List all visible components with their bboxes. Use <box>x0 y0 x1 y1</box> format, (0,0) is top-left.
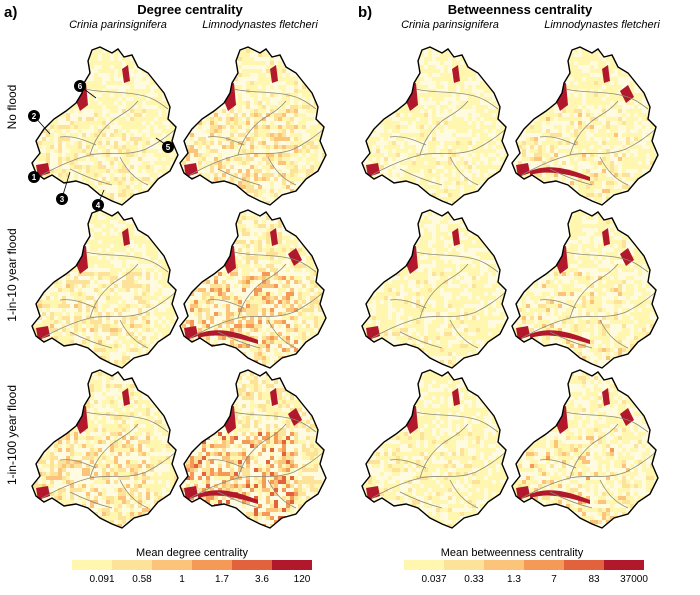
catchment-map-4 <box>511 46 659 206</box>
site-marker-6: 6 <box>74 80 86 92</box>
legend-swatch <box>524 560 564 570</box>
legend-degree-title: Mean degree centrality <box>136 547 248 559</box>
legend-swatch <box>604 560 644 570</box>
legend-swatch <box>444 560 484 570</box>
catchment-map-2 <box>179 46 327 206</box>
legend-swatch <box>72 560 112 570</box>
legend-swatch <box>484 560 524 570</box>
legend-swatch <box>192 560 232 570</box>
legend-tick-label: 3.6 <box>255 574 269 585</box>
site-marker-layer: 1 2 3 4 5 6 <box>28 80 174 211</box>
legend-swatch <box>112 560 152 570</box>
catchment-map-5 <box>31 209 179 369</box>
legend-swatch <box>152 560 192 570</box>
legend-degree-bar <box>72 560 312 570</box>
catchment-map-12 <box>511 369 659 529</box>
legend-tick-label: 1 <box>179 574 185 585</box>
catchment-map-8 <box>511 209 659 369</box>
catchment-map-3 <box>361 46 509 206</box>
catchment-map-11 <box>361 369 509 529</box>
site-marker-3: 3 <box>56 193 68 205</box>
catchment-map-9 <box>31 369 179 529</box>
species-label-a1: Crinia parinsignifera <box>69 19 167 31</box>
catchment-map-1 <box>31 46 179 206</box>
legend-tick-label: 7 <box>551 574 557 585</box>
legend-tick-label: 0.33 <box>464 574 484 585</box>
panel-b-title: Betweenness centrality <box>447 2 593 17</box>
legend-tick-label: 83 <box>588 574 600 585</box>
species-label-b1: Crinia parinsignifera <box>401 19 499 31</box>
legend-tick-label: 0.037 <box>421 574 447 585</box>
legend-swatch <box>232 560 272 570</box>
legend-tick-label: 120 <box>293 574 311 585</box>
legend-swatch <box>564 560 604 570</box>
panel-a-letter: a) <box>4 4 18 21</box>
site-marker-1: 1 <box>28 171 40 183</box>
legend-tick-label: 37000 <box>620 574 648 585</box>
species-label-a2: Limnodynastes fletcheri <box>202 19 318 31</box>
panel-a-title: Degree centrality <box>137 2 243 17</box>
legend-tick-label: 0.091 <box>89 574 115 585</box>
panel-b-letter: b) <box>358 4 373 21</box>
legend-swatch <box>272 560 312 570</box>
catchment-map-7 <box>361 209 509 369</box>
catchment-map-10 <box>179 369 327 529</box>
legend-swatch <box>404 560 444 570</box>
site-marker-5: 5 <box>162 141 174 153</box>
legend-tick-label: 1.3 <box>507 574 521 585</box>
catchment-map-6 <box>179 209 327 369</box>
legend-tick-label: 1.7 <box>215 574 229 585</box>
site-marker-4: 4 <box>92 199 104 211</box>
row-label-10yr: 1-in-10 year flood <box>5 228 19 322</box>
row-label-100yr: 1-in-100 year flood <box>5 384 19 486</box>
legend-tick-label: 0.58 <box>132 574 152 585</box>
legend-betweenness-title: Mean betweenness centrality <box>440 547 584 559</box>
site-marker-2: 2 <box>28 110 40 122</box>
species-label-b2: Limnodynastes fletcheri <box>544 19 660 31</box>
legend-betweenness-bar <box>404 560 644 570</box>
